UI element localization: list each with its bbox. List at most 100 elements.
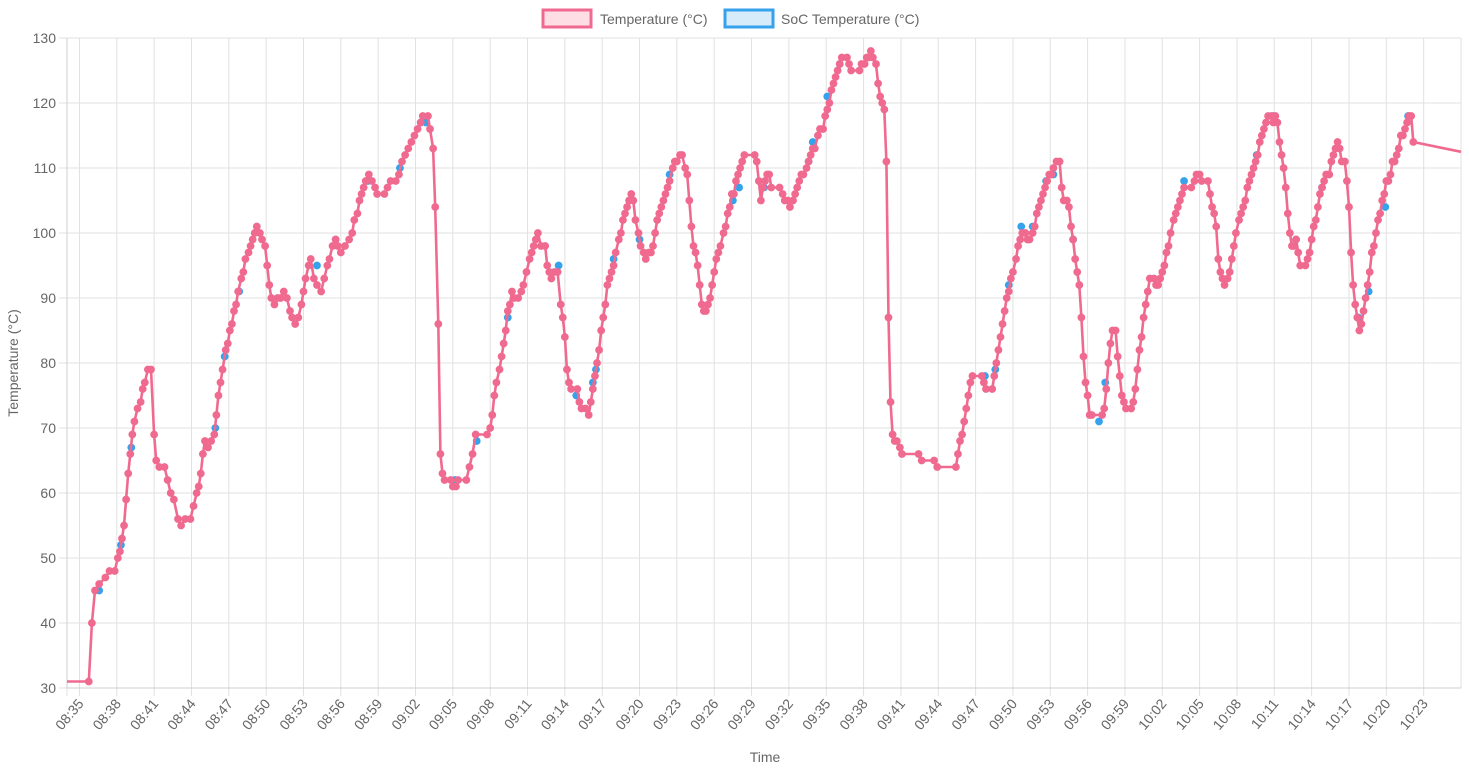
data-point-temperature[interactable] — [429, 144, 438, 153]
data-point-temperature[interactable] — [759, 183, 767, 192]
data-point-temperature[interactable] — [413, 125, 422, 133]
data-point-temperature[interactable] — [1195, 170, 1204, 179]
data-point-temperature[interactable] — [1158, 268, 1167, 276]
data-point-temperature[interactable] — [113, 554, 122, 562]
data-point-temperature[interactable] — [1313, 203, 1322, 211]
data-point-temperature[interactable] — [802, 164, 811, 172]
data-point-temperature[interactable] — [575, 398, 584, 406]
data-point-temperature[interactable] — [1271, 112, 1280, 120]
data-point-temperature[interactable] — [627, 190, 636, 198]
data-point-temperature[interactable] — [323, 261, 332, 270]
data-point-temperature[interactable] — [681, 164, 690, 172]
data-point-temperature[interactable] — [914, 450, 923, 458]
data-point-temperature[interactable] — [898, 450, 906, 458]
data-point-temperature[interactable] — [1077, 313, 1086, 322]
data-point-temperature[interactable] — [996, 333, 1005, 341]
data-point-temperature[interactable] — [1345, 203, 1353, 211]
data-point-temperature[interactable] — [917, 456, 926, 465]
data-point-temperature[interactable] — [357, 190, 366, 198]
data-point-temperature[interactable] — [286, 307, 294, 315]
data-point-temperature[interactable] — [1316, 190, 1324, 198]
data-point-temperature[interactable] — [1139, 313, 1148, 322]
data-point-temperature[interactable] — [962, 404, 971, 413]
data-point-temperature[interactable] — [431, 203, 440, 211]
data-point-temperature[interactable] — [192, 489, 201, 497]
data-point-temperature[interactable] — [410, 131, 419, 140]
data-point-temperature[interactable] — [874, 79, 882, 88]
data-point-temperature[interactable] — [130, 417, 139, 426]
data-point-temperature[interactable] — [880, 105, 889, 114]
data-point-temperature[interactable] — [1016, 235, 1025, 244]
data-point-temperature[interactable] — [829, 79, 838, 88]
data-point-temperature[interactable] — [1098, 411, 1107, 419]
data-point-temperature[interactable] — [888, 430, 897, 439]
data-point-temperature[interactable] — [866, 47, 875, 55]
data-point-temperature[interactable] — [525, 255, 534, 263]
data-point-temperature[interactable] — [1204, 177, 1212, 185]
data-point-temperature[interactable] — [819, 125, 828, 133]
data-point-temperature[interactable] — [1065, 203, 1073, 211]
data-point-temperature[interactable] — [685, 196, 694, 205]
data-point-temperature[interactable] — [687, 222, 696, 231]
data-point-temperature[interactable] — [174, 515, 182, 523]
data-point-temperature[interactable] — [1100, 404, 1109, 413]
data-point-temperature[interactable] — [736, 164, 745, 172]
data-point-temperature[interactable] — [207, 437, 216, 445]
data-point-temperature[interactable] — [1347, 248, 1355, 257]
data-point-temperature[interactable] — [1369, 242, 1378, 250]
data-point-temperature[interactable] — [1376, 209, 1384, 218]
data-point-soc-temperature[interactable] — [1095, 417, 1103, 426]
data-point-temperature[interactable] — [1079, 352, 1088, 361]
data-point-temperature[interactable] — [1378, 196, 1387, 205]
data-point-temperature[interactable] — [872, 60, 880, 68]
data-point-temperature[interactable] — [505, 300, 514, 309]
data-point-temperature[interactable] — [979, 378, 988, 387]
data-point-temperature[interactable] — [1113, 352, 1122, 361]
data-point-temperature[interactable] — [501, 326, 510, 335]
data-point-temperature[interactable] — [1249, 164, 1258, 172]
data-point-temperature[interactable] — [1277, 151, 1286, 159]
data-point-temperature[interactable] — [398, 157, 406, 166]
data-point-temperature[interactable] — [1257, 131, 1266, 140]
data-point-temperature[interactable] — [1251, 157, 1260, 166]
data-point-temperature[interactable] — [1160, 261, 1169, 270]
data-point-temperature[interactable] — [730, 190, 738, 198]
data-point-temperature[interactable] — [1384, 177, 1393, 185]
data-point-temperature[interactable] — [1062, 196, 1071, 205]
data-point-temperature[interactable] — [1223, 274, 1232, 283]
data-point-temperature[interactable] — [966, 378, 975, 387]
data-point-temperature[interactable] — [1034, 203, 1043, 211]
data-point-temperature[interactable] — [581, 404, 590, 413]
data-point-temperature[interactable] — [1137, 333, 1146, 341]
data-point-temperature[interactable] — [1166, 229, 1175, 237]
data-point-temperature[interactable] — [147, 365, 155, 374]
data-point-temperature[interactable] — [1162, 248, 1171, 257]
data-point-temperature[interactable] — [486, 424, 495, 432]
data-point-temperature[interactable] — [1232, 229, 1240, 237]
data-point-temperature[interactable] — [355, 196, 364, 205]
data-point-temperature[interactable] — [1087, 411, 1096, 419]
data-point-temperature[interactable] — [734, 170, 742, 179]
data-point-temperature[interactable] — [1353, 313, 1362, 322]
data-point-temperature[interactable] — [1399, 131, 1407, 140]
data-point-temperature[interactable] — [297, 300, 306, 309]
data-point-temperature[interactable] — [133, 404, 142, 413]
data-point-temperature[interactable] — [659, 196, 668, 205]
data-point-temperature[interactable] — [1279, 164, 1288, 172]
data-point-temperature[interactable] — [1367, 248, 1376, 257]
data-point-temperature[interactable] — [230, 307, 238, 315]
data-point-temperature[interactable] — [1111, 326, 1120, 335]
data-point-temperature[interactable] — [136, 398, 145, 406]
data-point-temperature[interactable] — [1006, 274, 1015, 283]
data-point-temperature[interactable] — [835, 60, 844, 68]
data-point-temperature[interactable] — [138, 385, 147, 393]
data-point-temperature[interactable] — [488, 411, 497, 419]
data-point-temperature[interactable] — [426, 125, 434, 133]
data-point-temperature[interactable] — [1409, 138, 1418, 146]
data-point-temperature[interactable] — [1390, 157, 1399, 166]
data-point-temperature[interactable] — [519, 281, 528, 289]
data-point-temperature[interactable] — [605, 274, 614, 283]
data-point-temperature[interactable] — [761, 177, 769, 185]
data-point-temperature[interactable] — [823, 105, 832, 114]
data-point-temperature[interactable] — [791, 190, 800, 198]
